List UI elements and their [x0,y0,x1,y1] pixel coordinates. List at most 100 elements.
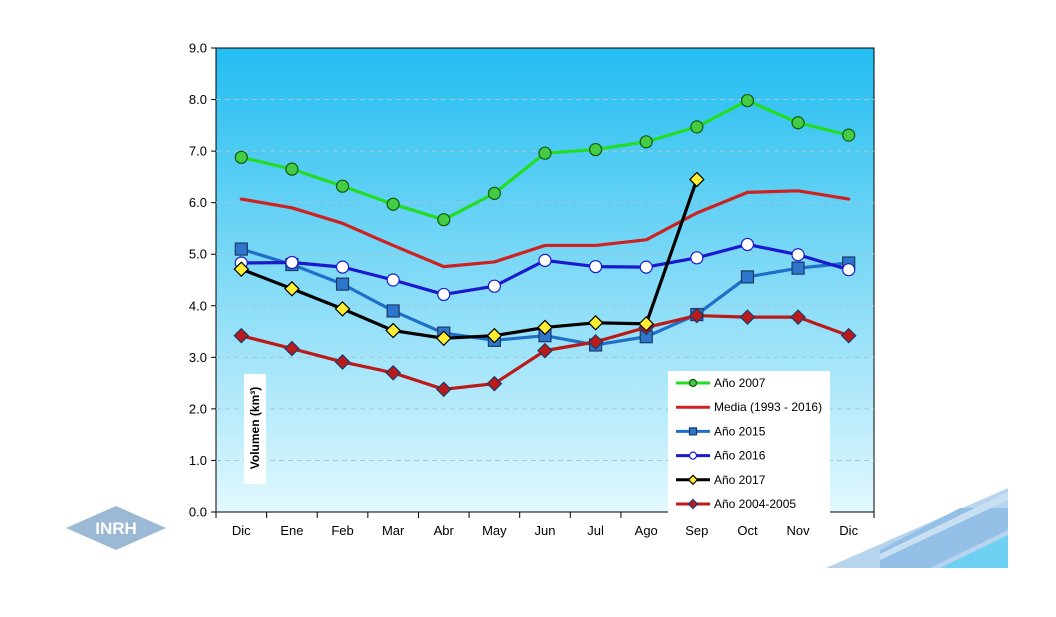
legend-item: Año 2017 [676,473,766,487]
legend: Año 2007 Media (1993 - 2016) Año 2015 Año 2… [668,371,830,518]
legend-item: Año 2004-2005 [676,497,796,511]
data-point [334,354,351,370]
legend-label: Año 2017 [714,473,766,487]
series-Media (1993 - 2016) [239,189,851,269]
series-line [239,189,851,269]
data-point [335,179,350,193]
data-point [842,128,856,142]
y-axis-label-box: Volumen (km³) [244,374,266,484]
data-point [385,322,402,339]
data-point [639,260,653,274]
legend-label: Media (1993 - 2016) [714,400,822,414]
series-Año 2017 [233,171,705,347]
data-point [740,237,755,252]
y-tick-label: 3.0 [189,350,207,365]
inrh-logo: INRH [66,506,166,550]
data-point [690,251,704,265]
legend-item: Año 2015 [676,424,766,438]
data-point [385,364,402,381]
data-point [688,307,705,324]
data-point [638,315,655,332]
series-Año 2004-2005 [233,307,857,398]
legend-marker [688,451,698,460]
legend-box [668,371,830,518]
data-point [335,260,350,274]
x-tick-label: Abr [434,523,455,538]
data-point [690,120,704,134]
data-point [486,375,503,392]
legend-item: Media (1993 - 2016) [676,400,822,414]
data-point [587,334,604,350]
legend-label: Año 2015 [714,424,766,438]
x-tick-label: Jul [587,523,604,538]
data-point [386,197,400,211]
data-point [589,259,603,274]
data-point [842,263,856,277]
data-point [234,242,248,256]
data-point [486,327,503,344]
x-tick-label: Jun [535,523,556,538]
data-point [587,314,604,331]
legend-label: Año 2016 [714,449,766,463]
data-point [538,146,552,160]
data-point [791,261,805,275]
data-point [386,304,400,318]
x-tick-label: Dic [839,523,858,538]
data-point [791,248,805,262]
y-tick-label: 5.0 [189,247,207,262]
data-point [791,116,805,130]
legend-marker [687,498,699,510]
y-tick-label: 2.0 [189,401,207,416]
y-tick-label: 1.0 [189,453,207,468]
y-tick-label: 0.0 [189,505,207,520]
data-point [487,186,501,200]
x-tick-label: Ago [635,523,658,538]
data-point [537,342,553,359]
x-tick-label: Nov [787,523,811,538]
data-point [538,253,552,268]
logo-text: INRH [95,519,137,538]
data-point [284,340,300,357]
data-point [334,301,351,317]
data-point [537,319,553,336]
x-tick-label: May [482,523,507,538]
legend-marker [687,474,699,486]
data-point [688,171,705,188]
data-point [386,273,400,287]
legend-item: Año 2016 [676,449,766,463]
data-point [233,261,250,278]
x-tick-label: Feb [331,523,353,538]
data-point [639,135,653,149]
series-line [239,177,699,340]
data-point [740,270,755,284]
y-tick-label: 9.0 [189,41,207,56]
data-point [335,277,350,291]
data-point [740,93,755,108]
legend-marker [688,427,698,436]
legend-label: Año 2007 [714,376,766,390]
legend-marker [688,378,698,388]
x-tick-label: Sep [685,523,708,538]
data-point [790,309,806,325]
data-point [437,287,451,302]
data-point [234,150,248,164]
x-tick-label: Dic [232,523,251,538]
legend-item: Año 2007 [676,376,766,390]
series-Año 2007 [234,93,856,227]
x-tick-label: Mar [382,523,405,538]
data-point [840,327,857,344]
data-point [233,327,250,344]
x-tick-label: Oct [737,523,758,538]
x-tick-label: Ene [280,523,303,538]
decorative-corner-graphic [826,488,1008,568]
data-point [739,309,756,325]
data-point [487,279,501,293]
y-tick-label: 6.0 [189,195,207,210]
y-tick-label: 4.0 [189,298,207,313]
data-point [285,162,299,176]
data-point [437,213,451,227]
data-point [589,142,603,157]
y-tick-label: 7.0 [189,144,207,159]
data-point [285,255,299,270]
